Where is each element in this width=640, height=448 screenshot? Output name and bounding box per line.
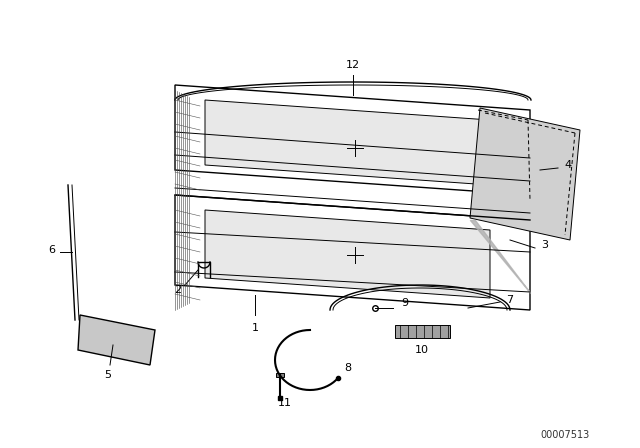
Text: 6: 6 [49,245,56,255]
Polygon shape [205,100,490,185]
Text: 3: 3 [541,240,548,250]
FancyBboxPatch shape [276,373,284,377]
Text: 8: 8 [344,363,351,373]
Text: 10: 10 [415,345,429,355]
Polygon shape [470,108,580,240]
Text: 7: 7 [506,295,513,305]
Polygon shape [78,315,155,365]
Text: 5: 5 [104,370,111,380]
Polygon shape [205,210,490,298]
Text: 00007513: 00007513 [541,430,590,440]
Text: 11: 11 [278,398,292,408]
Text: 1: 1 [252,323,259,333]
Polygon shape [395,325,450,338]
Text: 12: 12 [346,60,360,70]
Text: 2: 2 [175,285,182,295]
Text: 9: 9 [401,298,408,308]
Text: 4: 4 [564,160,572,170]
